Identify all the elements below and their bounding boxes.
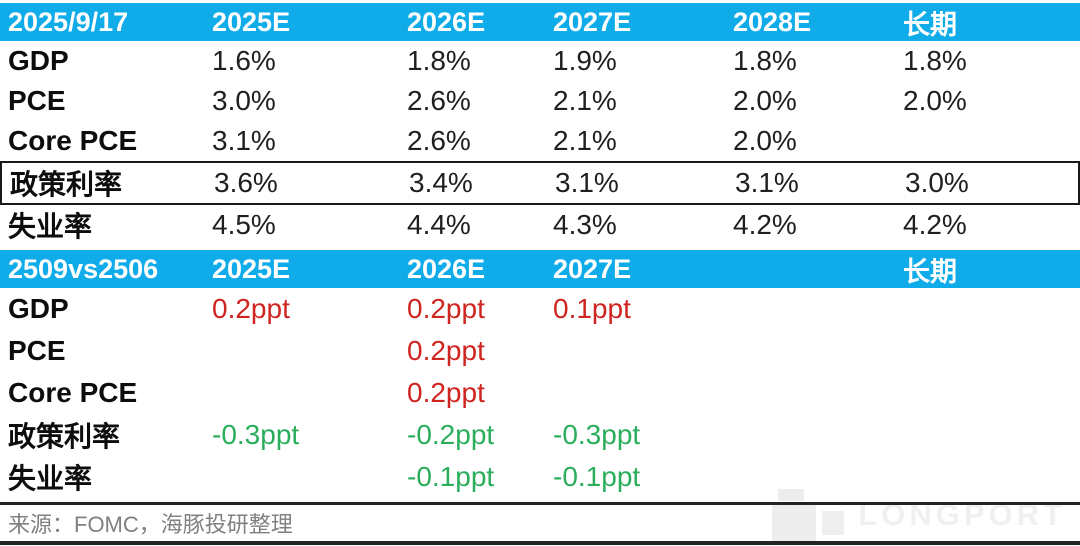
cell-value: 3.1% <box>555 167 619 198</box>
cell-value: -0.1ppt <box>407 461 495 492</box>
cell-value: 2.6% <box>407 85 471 116</box>
cell-value: 2.6% <box>407 125 471 156</box>
cell-value: 2.1% <box>553 125 617 156</box>
header-2028e: 2028E <box>733 7 812 37</box>
row-label: 失业率 <box>8 211 93 242</box>
cell-value: -0.2ppt <box>407 419 495 450</box>
revision-table: 2509vs2506 2025E 2026E 2027E 长期 GDP 0.2p… <box>0 250 1080 498</box>
table-row-policy-rate-change: 政策利率 -0.3ppt -0.2ppt -0.3ppt <box>0 414 1080 456</box>
header-2025e: 2025E <box>212 254 291 284</box>
cell-value: 0.2ppt <box>212 293 290 324</box>
revision-table-header: 2509vs2506 2025E 2026E 2027E 长期 <box>0 250 1080 288</box>
cell-value: 4.3% <box>553 209 617 240</box>
cell-value: 3.0% <box>905 167 969 198</box>
cell-value: 1.8% <box>733 45 797 76</box>
projections-table-header: 2025/9/17 2025E 2026E 2027E 2028E 长期 <box>0 3 1080 41</box>
cell-value: 0.2ppt <box>407 335 485 366</box>
row-label: GDP <box>8 293 69 324</box>
row-label: Core PCE <box>8 125 138 156</box>
cell-value: 0.1ppt <box>553 293 631 324</box>
header-2027e: 2027E <box>553 254 632 284</box>
cell-value: 4.5% <box>212 209 276 240</box>
cell-value: 4.4% <box>407 209 471 240</box>
cell-value: 4.2% <box>903 209 967 240</box>
cell-value: 1.9% <box>553 45 617 76</box>
cell-value: 2.0% <box>733 85 797 116</box>
row-label: 失业率 <box>8 463 93 494</box>
cell-value: 2.0% <box>733 125 797 156</box>
row-label: 政策利率 <box>10 169 123 200</box>
cell-value: -0.1ppt <box>553 461 641 492</box>
cell-value: 4.2% <box>733 209 797 240</box>
header-comparison: 2509vs2506 <box>8 254 159 284</box>
header-2027e: 2027E <box>553 7 632 37</box>
header-longrun: 长期 <box>903 10 957 40</box>
table-row-unemployment-change: 失业率 -0.1ppt -0.1ppt <box>0 456 1080 498</box>
cell-value: 1.8% <box>407 45 471 76</box>
table-row-pce-change: PCE 0.2ppt <box>0 330 1080 372</box>
table-row-gdp: GDP 1.6% 1.8% 1.9% 1.8% 1.8% <box>0 41 1080 81</box>
cell-value: -0.3ppt <box>553 419 641 450</box>
table-row-gdp-change: GDP 0.2ppt 0.2ppt 0.1ppt <box>0 288 1080 330</box>
row-label: PCE <box>8 85 66 116</box>
cell-value: -0.3ppt <box>212 419 300 450</box>
table-row-core-pce: Core PCE 3.1% 2.6% 2.1% 2.0% <box>0 121 1080 161</box>
table-row-core-pce-change: Core PCE 0.2ppt <box>0 372 1080 414</box>
table-row-pce: PCE 3.0% 2.6% 2.1% 2.0% 2.0% <box>0 81 1080 121</box>
header-date: 2025/9/17 <box>8 7 129 37</box>
cell-value: 3.1% <box>735 167 799 198</box>
table-row-policy-rate-highlighted: 政策利率 3.6% 3.4% 3.1% 3.1% 3.0% <box>0 161 1080 205</box>
header-2026e: 2026E <box>407 254 486 284</box>
header-2025e: 2025E <box>212 7 291 37</box>
projections-table: 2025/9/17 2025E 2026E 2027E 2028E 长期 GDP… <box>0 3 1080 245</box>
source-footer: 来源：FOMC，海豚投研整理 <box>0 502 1080 545</box>
row-label: GDP <box>8 45 69 76</box>
cell-value: 3.0% <box>212 85 276 116</box>
cell-value: 3.4% <box>409 167 473 198</box>
cell-value: 3.6% <box>214 167 278 198</box>
table-row-unemployment: 失业率 4.5% 4.4% 4.3% 4.2% 4.2% <box>0 205 1080 245</box>
header-longrun: 长期 <box>903 257 957 287</box>
header-2026e: 2026E <box>407 7 486 37</box>
row-label: Core PCE <box>8 377 138 408</box>
row-label: 政策利率 <box>8 421 121 452</box>
cell-value: 2.0% <box>903 85 967 116</box>
row-label: PCE <box>8 335 66 366</box>
cell-value: 1.6% <box>212 45 276 76</box>
cell-value: 0.2ppt <box>407 377 485 408</box>
cell-value: 1.8% <box>903 45 967 76</box>
fomc-projection-infographic: 2025/9/17 2025E 2026E 2027E 2028E 长期 GDP… <box>0 3 1080 546</box>
source-text: 来源：FOMC，海豚投研整理 <box>8 512 293 537</box>
cell-value: 3.1% <box>212 125 276 156</box>
cell-value: 0.2ppt <box>407 293 485 324</box>
cell-value: 2.1% <box>553 85 617 116</box>
